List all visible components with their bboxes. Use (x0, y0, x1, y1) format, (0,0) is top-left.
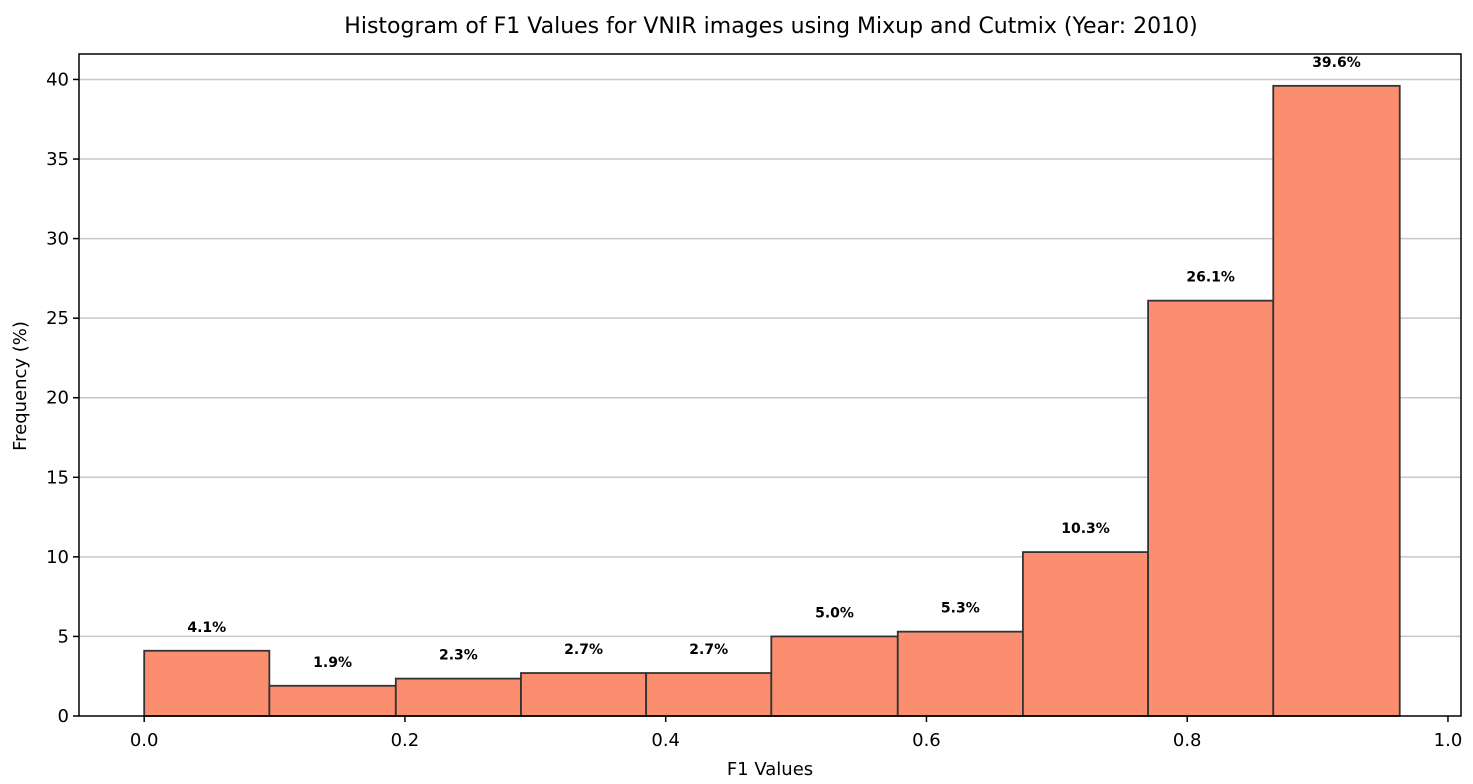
bars-group (143, 84, 1401, 717)
bar-value-label: 2.7% (689, 642, 728, 658)
bar-value-label: 5.3% (941, 601, 980, 617)
y-axis-label: Frequency (%) (10, 321, 31, 451)
histogram-bar (770, 635, 899, 717)
y-gridlines (79, 78, 1461, 638)
histogram-bar (1022, 551, 1149, 717)
x-axis-ticks: 0.0 0.2 0.4 0.6 0.8 1.0 (130, 716, 1462, 751)
chart-title: Histogram of F1 Values for VNIR images u… (344, 14, 1197, 39)
histogram-bar (896, 630, 1024, 717)
histogram-bar (1147, 299, 1275, 717)
plot-frame (78, 53, 1462, 717)
y-tick-label: 30 (46, 229, 69, 250)
bar-value-label: 10.3% (1061, 521, 1110, 537)
histogram-bar (645, 672, 773, 717)
bar-value-label: 2.7% (564, 642, 603, 658)
histogram-bar (520, 672, 648, 717)
y-tick-label: 10 (46, 547, 69, 568)
x-tick-label: 0.8 (1173, 730, 1202, 751)
y-axis-ticks: 0 5 10 15 20 25 30 35 40 (46, 69, 79, 727)
y-tick-label: 20 (46, 388, 69, 409)
histogram-bar (143, 649, 271, 717)
histogram-bar (268, 684, 397, 717)
y-tick-label: 5 (58, 626, 69, 647)
x-tick-label: 0.0 (130, 730, 159, 751)
x-axis-label: F1 Values (727, 759, 813, 780)
bar-value-label: 4.1% (187, 620, 226, 636)
bar-value-label: 39.6% (1312, 55, 1361, 71)
x-tick-label: 1.0 (1434, 730, 1463, 751)
bar-value-label: 2.3% (439, 648, 478, 664)
bar-labels-group: 4.1% 1.9% 2.3% 2.7% 2.7% 5.0% 5.3% 10.3% 26.1% 39… (187, 55, 1360, 671)
y-tick-label: 0 (58, 706, 69, 727)
y-tick-label: 40 (46, 69, 69, 90)
bar-value-label: 26.1% (1186, 270, 1235, 286)
y-tick-label: 35 (46, 149, 69, 170)
x-tick-label: 0.4 (651, 730, 680, 751)
x-tick-label: 0.2 (391, 730, 420, 751)
bar-value-label: 1.9% (313, 655, 352, 671)
y-tick-label: 25 (46, 308, 69, 329)
histogram-bar (1272, 84, 1401, 717)
bar-value-label: 5.0% (815, 605, 854, 621)
y-tick-label: 15 (46, 467, 69, 488)
x-tick-label: 0.6 (912, 730, 941, 751)
histogram-bar (394, 677, 522, 717)
